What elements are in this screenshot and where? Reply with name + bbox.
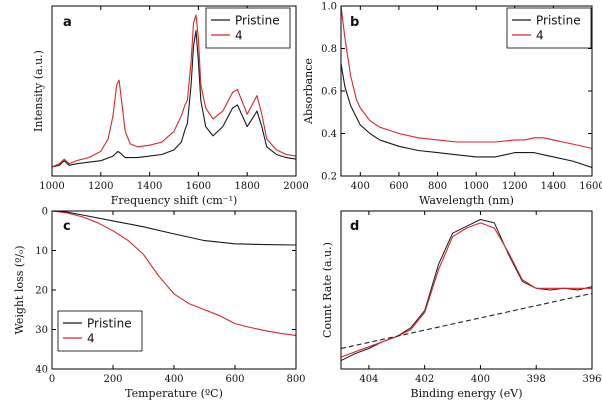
panel-b: 400 600 800 1000 1200 1400 1600 0.2 0.4 0.6 0.8 1.0… — [302, 2, 602, 208]
y-tick-label: 0 — [42, 207, 48, 218]
x-tick-label: 200 — [103, 374, 122, 385]
y-tick-label: 0.2 — [321, 172, 337, 183]
x-tick-label: 1600 — [579, 181, 602, 192]
series-line-4 — [52, 14, 296, 168]
x-axis-label: Binding energy (eV) — [410, 387, 522, 400]
x-tick-label: 800 — [428, 181, 447, 192]
x-tick-label: 400 — [164, 374, 183, 385]
y-tick-label: 40 — [35, 365, 48, 376]
x-tick-label: 1200 — [502, 181, 527, 192]
x-axis-label: Frequency shift (cm⁻¹) — [111, 194, 238, 207]
x-tick-label: 2000 — [283, 181, 308, 192]
x-tick-label: 0 — [49, 374, 55, 385]
x-tick-label: 1400 — [541, 181, 566, 192]
x-tick-label: 600 — [389, 181, 408, 192]
series-line-fit — [341, 222, 592, 358]
y-tick-label: 10 — [35, 246, 48, 257]
panel-letter: d — [350, 219, 359, 234]
plot-frame — [51, 5, 297, 177]
x-tick-label: 1200 — [88, 181, 113, 192]
x-tick-label: 600 — [225, 374, 244, 385]
panel-d: 404 402 400 398 396 Binding energy (eV) Count … — [321, 210, 602, 400]
y-tick-label: 20 — [35, 286, 48, 297]
x-tick-label: 1600 — [186, 181, 211, 192]
panel-c: 0 200 400 600 800 0 10 20 30 40 Temperature (ºC) We… — [13, 207, 306, 401]
legend-label: Pristine — [536, 14, 581, 28]
y-tick-label: 0.6 — [321, 87, 337, 98]
legend-label: Pristine — [235, 14, 280, 28]
x-tick-label: 404 — [359, 374, 378, 385]
panel-a: 1000 1200 1400 1600 1800 2000 Frequency shift … — [32, 5, 309, 207]
legend-box — [57, 310, 143, 352]
y-tick-label: 30 — [35, 325, 48, 336]
x-tick-label: 800 — [286, 374, 305, 385]
legend-label: Pristine — [87, 317, 132, 331]
series-line-data — [341, 219, 592, 361]
y-tick-label: 0.8 — [321, 44, 337, 55]
panel-letter: a — [63, 15, 72, 30]
panel-letter: c — [63, 219, 71, 234]
x-tick-label: 400 — [351, 181, 370, 192]
y-axis-label: Count Rate (a.u.) — [321, 242, 334, 338]
x-tick-label: 396 — [582, 374, 601, 385]
y-tick-label: 0.4 — [321, 129, 337, 140]
plot-frame — [340, 210, 593, 370]
series-line-pristine — [341, 63, 592, 169]
series-line-4 — [52, 211, 296, 336]
y-tick-label: 1.0 — [321, 2, 337, 13]
legend-label: 4 — [235, 29, 243, 43]
series-line-4 — [341, 6, 592, 149]
x-tick-label: 1800 — [234, 181, 259, 192]
series-line-pristine — [52, 30, 296, 168]
x-tick-label: 1400 — [137, 181, 162, 192]
legend-box — [205, 7, 291, 49]
series-line-pristine — [52, 211, 296, 246]
x-axis-label: Wavelength (nm) — [419, 194, 514, 207]
x-tick-label: 1000 — [39, 181, 64, 192]
x-tick-label: 402 — [415, 374, 434, 385]
y-axis-label: Weight loss (º/ₒ) — [13, 245, 26, 334]
legend-label: 4 — [536, 29, 544, 43]
panel-letter: b — [350, 15, 359, 30]
y-axis-label: Absorbance — [302, 58, 315, 125]
series-line-baseline — [341, 292, 592, 350]
legend-label: 4 — [87, 332, 95, 346]
legend-box — [506, 7, 592, 49]
x-tick-label: 398 — [527, 374, 546, 385]
x-axis-label: Temperature (ºC) — [125, 387, 223, 400]
x-tick-label: 400 — [471, 374, 490, 385]
x-tick-label: 1000 — [463, 181, 488, 192]
y-axis-label: Intensity (a.u.) — [32, 50, 45, 132]
